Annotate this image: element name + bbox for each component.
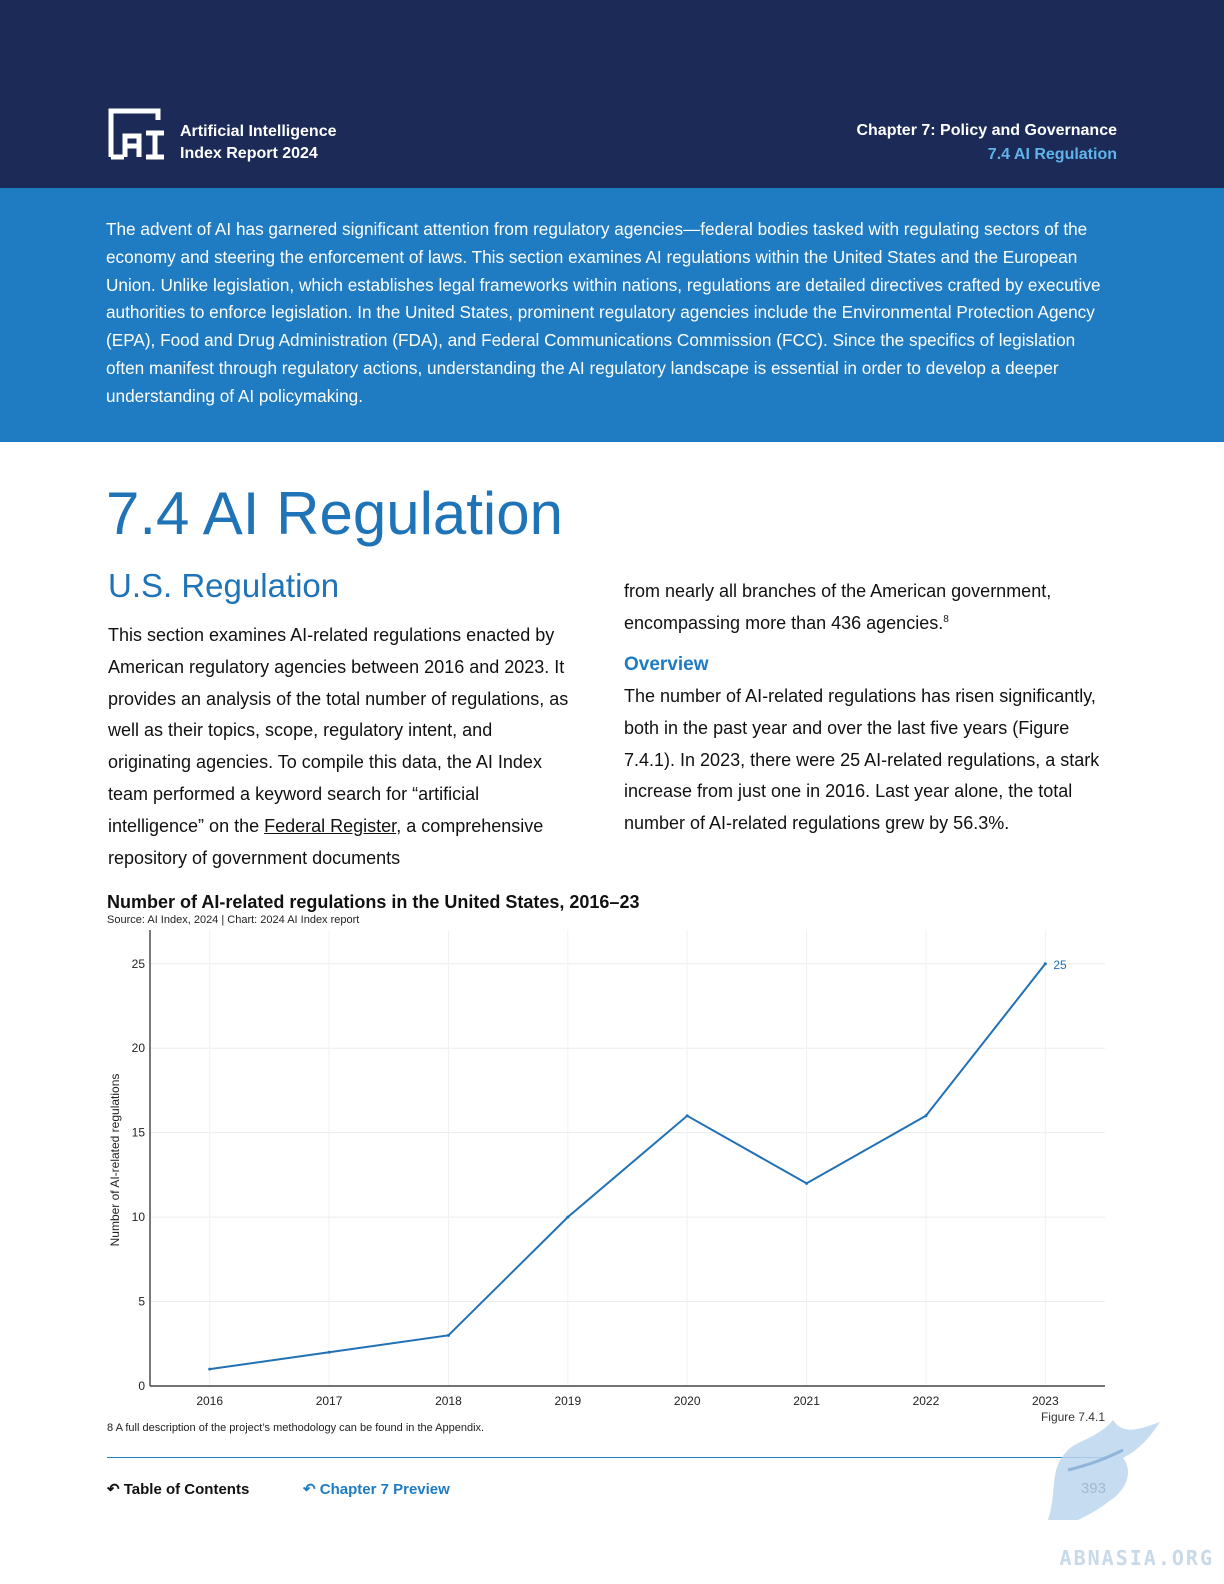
brand-line-1: Artificial Intelligence — [180, 123, 337, 140]
footnote: 8 A full description of the project’s me… — [107, 1422, 485, 1434]
intro-paragraph: The advent of AI has garnered significan… — [106, 219, 1101, 406]
left-text-part-b: , a comprehensive repository of governme… — [108, 815, 544, 868]
table-of-contents-link[interactable]: ↶ Table of Contents — [107, 1480, 249, 1498]
figure-label: Figure 7.4.1 — [1040, 1410, 1105, 1424]
chapter-preview-link[interactable]: ↶ Chapter 7 Preview — [303, 1480, 450, 1498]
y-tick-label: 25 — [132, 957, 146, 971]
x-tick-label: 2019 — [554, 1394, 581, 1408]
chart-title: Number of AI-related regulations in the … — [107, 892, 640, 912]
x-tick-label: 2016 — [196, 1394, 223, 1408]
y-tick-label: 15 — [132, 1126, 146, 1140]
x-tick-label: 2017 — [316, 1394, 343, 1408]
section-title: 7.4 AI Regulation — [987, 146, 1117, 163]
data-point — [685, 1114, 689, 1118]
regulations-line-chart: 0 5 10 15 20 25 2016 2017 2018 2019 2020 2021 2022 20… — [108, 930, 1105, 1408]
toc-label: Table of Contents — [123, 1481, 250, 1498]
data-point — [1043, 962, 1047, 966]
return-arrow-icon: ↶ — [107, 1481, 124, 1498]
data-point — [327, 1350, 331, 1354]
brand-line-2: Index Report 2024 — [180, 145, 318, 162]
right-column-continuation: from nearly all branches of the American… — [624, 576, 1114, 640]
left-text-part-a: This section examines AI-related regulat… — [108, 625, 569, 836]
federal-register-link[interactable]: Federal Register — [264, 815, 397, 836]
chapter-preview-label: Chapter 7 Preview — [319, 1481, 450, 1498]
watermark-griffin-icon — [1048, 1420, 1160, 1520]
data-point — [924, 1114, 928, 1118]
data-point — [446, 1333, 450, 1337]
ai-index-logo — [108, 108, 164, 160]
overview-heading: Overview — [624, 654, 709, 675]
return-arrow-icon: ↶ — [303, 1481, 320, 1498]
y-tick-label: 10 — [132, 1210, 146, 1224]
y-tick-label: 5 — [138, 1295, 145, 1309]
x-tick-label: 2018 — [435, 1394, 462, 1408]
intro-band: The advent of AI has garnered significan… — [0, 188, 1224, 442]
footer-divider — [107, 1457, 1105, 1458]
end-value-label: 25 — [1053, 958, 1067, 972]
watermark-text: ABNASIA.ORG — [1059, 1546, 1214, 1570]
data-point — [208, 1367, 212, 1371]
subsection-title: U.S. Regulation — [108, 567, 340, 604]
chart-source: Source: AI Index, 2024 | Chart: 2024 AI … — [107, 914, 360, 926]
x-tick-label: 2023 — [1032, 1394, 1059, 1408]
data-point — [566, 1215, 570, 1219]
series-line — [209, 963, 1047, 1371]
page-title: 7.4 AI Regulation — [106, 480, 564, 547]
footnote-ref[interactable]: 8 — [943, 613, 949, 625]
y-tick-label: 20 — [132, 1041, 146, 1055]
x-tick-label: 2022 — [913, 1394, 940, 1408]
chapter-heading: Chapter 7: Policy and Governance 7.4 AI … — [856, 119, 1117, 167]
right-top-text: from nearly all branches of the American… — [624, 581, 1052, 633]
x-tick-label: 2021 — [793, 1394, 820, 1408]
header-bar: Artificial Intelligence Index Report 202… — [0, 0, 1224, 188]
report-brand: Artificial Intelligence Index Report 202… — [180, 121, 336, 165]
y-tick-label: 0 — [138, 1379, 145, 1393]
chapter-title: Chapter 7: Policy and Governance — [856, 122, 1117, 139]
data-point — [805, 1181, 809, 1185]
overview-paragraph: The number of AI-related regulations has… — [624, 686, 1100, 834]
y-axis-label: Number of AI-related regulations — [108, 1074, 122, 1247]
left-column-paragraph: This section examines AI-related regulat… — [108, 620, 578, 874]
x-tick-label: 2020 — [674, 1394, 701, 1408]
